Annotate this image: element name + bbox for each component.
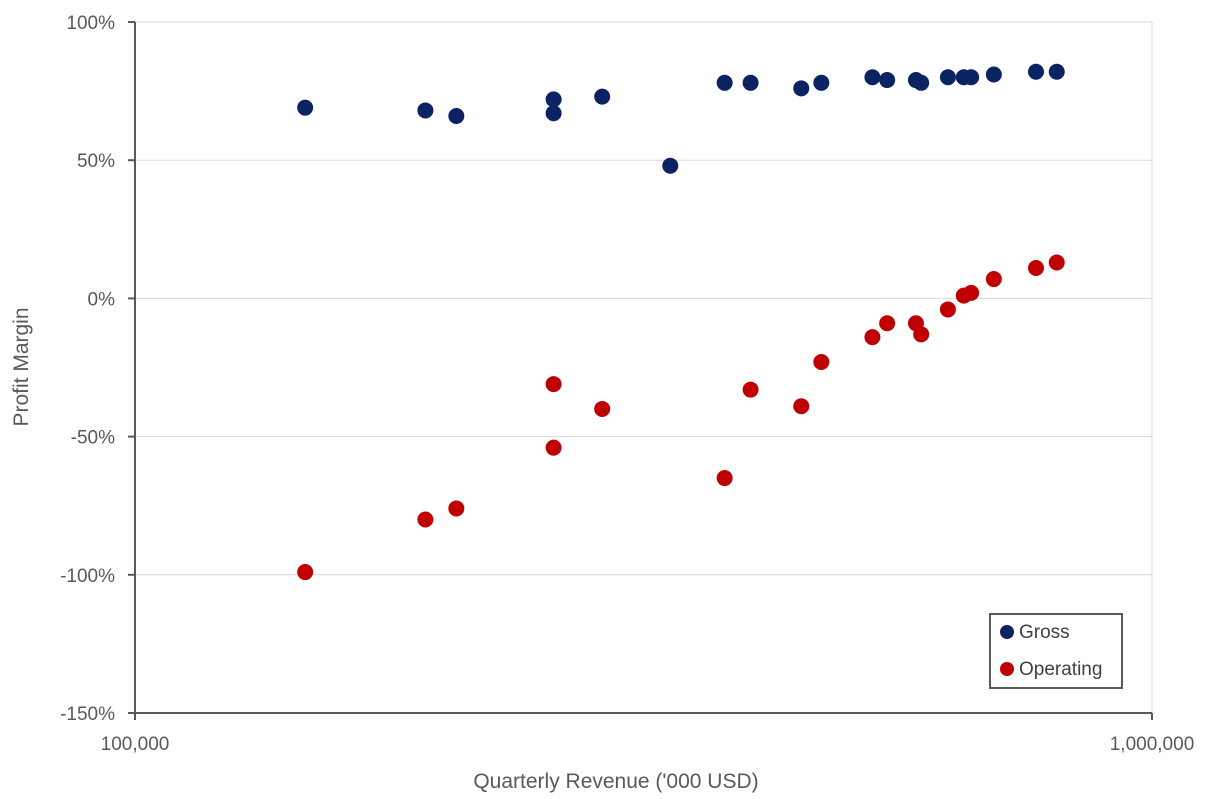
x-tick-label-1: 1,000,000 xyxy=(1110,734,1195,755)
point-operating-16 xyxy=(963,284,980,301)
y-tick-label-2: 0% xyxy=(88,289,116,310)
point-operating-14 xyxy=(939,301,956,318)
y-tick-label-1: 50% xyxy=(77,151,115,172)
point-gross-15 xyxy=(939,69,956,86)
y-tick-label-3: -50% xyxy=(71,428,115,449)
point-gross-6 xyxy=(662,157,679,174)
point-gross-5 xyxy=(594,88,611,105)
point-gross-0 xyxy=(297,99,314,116)
axes xyxy=(128,21,1153,720)
point-operating-4 xyxy=(545,439,562,456)
point-gross-2 xyxy=(448,107,465,124)
y-tick-label-4: -100% xyxy=(60,566,115,587)
point-gross-12 xyxy=(879,72,896,89)
x-tick-label-0: 100,000 xyxy=(101,734,170,755)
legend: Gross Operating xyxy=(989,613,1123,689)
legend-box xyxy=(989,613,1123,689)
point-gross-14 xyxy=(913,74,930,91)
point-gross-17 xyxy=(963,69,980,86)
point-gross-3 xyxy=(545,91,562,108)
tick-labels: 100% 50% 0% -50% -100% -150% 100,000 1,000,000 xyxy=(60,13,1194,755)
point-operating-13 xyxy=(913,326,930,343)
legend-marker-operating xyxy=(1000,662,1014,676)
point-gross-18 xyxy=(985,66,1002,83)
point-gross-19 xyxy=(1027,63,1044,80)
point-operating-1 xyxy=(417,511,434,528)
point-operating-18 xyxy=(1027,259,1044,276)
point-operating-9 xyxy=(813,353,830,370)
gridlines xyxy=(135,21,1153,713)
point-operating-0 xyxy=(297,564,314,581)
point-operating-11 xyxy=(879,315,896,332)
point-gross-4 xyxy=(545,105,562,122)
point-gross-20 xyxy=(1048,63,1065,80)
point-gross-11 xyxy=(864,69,881,86)
point-operating-8 xyxy=(793,398,810,415)
point-gross-7 xyxy=(716,74,733,91)
point-operating-5 xyxy=(594,400,611,417)
point-operating-19 xyxy=(1048,254,1065,271)
y-tick-label-0: 100% xyxy=(66,13,115,34)
y-axis-title: Profit Margin xyxy=(10,307,33,426)
point-operating-6 xyxy=(716,470,733,487)
point-operating-10 xyxy=(864,329,881,346)
legend-label-gross: Gross xyxy=(1019,622,1070,643)
data-points xyxy=(297,63,1065,581)
point-operating-2 xyxy=(448,500,465,517)
point-operating-3 xyxy=(545,376,562,393)
legend-marker-gross xyxy=(1000,625,1014,639)
point-gross-9 xyxy=(793,80,810,97)
y-tick-label-5: -150% xyxy=(60,704,115,725)
point-operating-7 xyxy=(742,381,759,398)
point-gross-8 xyxy=(742,74,759,91)
point-gross-1 xyxy=(417,102,434,119)
point-gross-10 xyxy=(813,74,830,91)
legend-label-operating: Operating xyxy=(1019,659,1102,680)
point-operating-17 xyxy=(985,271,1002,288)
x-axis-title: Quarterly Revenue ('000 USD) xyxy=(473,770,758,793)
